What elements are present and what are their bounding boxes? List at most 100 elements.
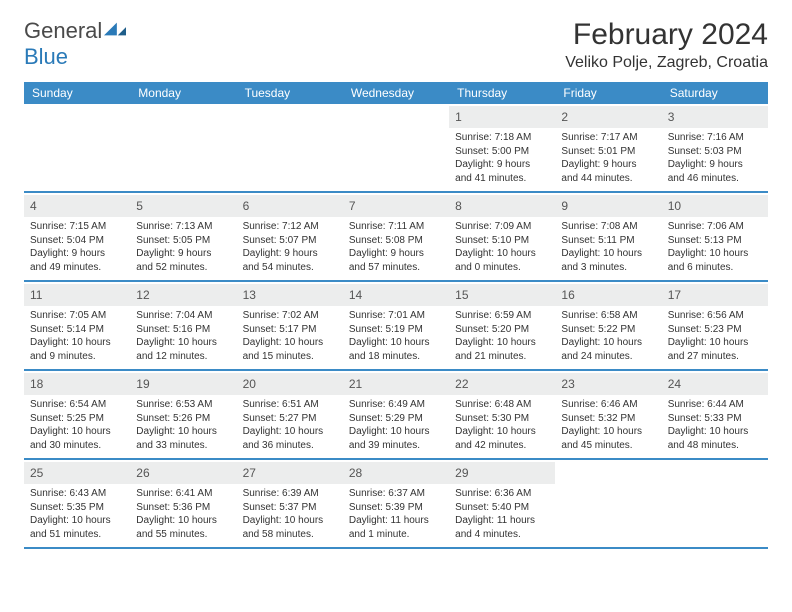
calendar-week: 4Sunrise: 7:15 AMSunset: 5:04 PMDaylight… <box>24 193 768 282</box>
day-number: 9 <box>561 199 568 213</box>
sunrise-line: Sunrise: 7:05 AM <box>30 309 124 323</box>
day-info: Sunrise: 6:41 AMSunset: 5:36 PMDaylight:… <box>136 487 230 541</box>
logo-word-b: Blue <box>24 44 68 69</box>
day-number-bar: 10 <box>662 195 768 217</box>
day-info: Sunrise: 6:37 AMSunset: 5:39 PMDaylight:… <box>349 487 443 541</box>
logo-word-a: General <box>24 18 102 43</box>
calendar-day: 16Sunrise: 6:58 AMSunset: 5:22 PMDayligh… <box>555 282 661 369</box>
sunset-line: Sunset: 5:19 PM <box>349 323 443 337</box>
sunset-line: Sunset: 5:33 PM <box>668 412 762 426</box>
sunrise-line: Sunrise: 6:37 AM <box>349 487 443 501</box>
sunset-line: Sunset: 5:32 PM <box>561 412 655 426</box>
day-info: Sunrise: 6:58 AMSunset: 5:22 PMDaylight:… <box>561 309 655 363</box>
day-info: Sunrise: 6:56 AMSunset: 5:23 PMDaylight:… <box>668 309 762 363</box>
sunrise-line: Sunrise: 6:44 AM <box>668 398 762 412</box>
calendar-empty <box>555 460 661 547</box>
day-number-bar: 29 <box>449 462 555 484</box>
day-number: 24 <box>668 377 681 391</box>
day-info: Sunrise: 7:13 AMSunset: 5:05 PMDaylight:… <box>136 220 230 274</box>
sunrise-line: Sunrise: 6:59 AM <box>455 309 549 323</box>
day-info: Sunrise: 7:05 AMSunset: 5:14 PMDaylight:… <box>30 309 124 363</box>
calendar-day: 27Sunrise: 6:39 AMSunset: 5:37 PMDayligh… <box>237 460 343 547</box>
daylight-line: Daylight: 10 hours and 42 minutes. <box>455 425 549 452</box>
day-info: Sunrise: 6:36 AMSunset: 5:40 PMDaylight:… <box>455 487 549 541</box>
calendar-day: 17Sunrise: 6:56 AMSunset: 5:23 PMDayligh… <box>662 282 768 369</box>
calendar-day: 19Sunrise: 6:53 AMSunset: 5:26 PMDayligh… <box>130 371 236 458</box>
sunset-line: Sunset: 5:05 PM <box>136 234 230 248</box>
sunset-line: Sunset: 5:01 PM <box>561 145 655 159</box>
calendar-empty <box>662 460 768 547</box>
day-info: Sunrise: 7:08 AMSunset: 5:11 PMDaylight:… <box>561 220 655 274</box>
day-number-bar: 7 <box>343 195 449 217</box>
day-info: Sunrise: 7:15 AMSunset: 5:04 PMDaylight:… <box>30 220 124 274</box>
daylight-line: Daylight: 9 hours and 57 minutes. <box>349 247 443 274</box>
day-header: Monday <box>130 82 236 104</box>
weeks-container: 1Sunrise: 7:18 AMSunset: 5:00 PMDaylight… <box>24 104 768 549</box>
day-number-bar: 6 <box>237 195 343 217</box>
day-number-bar: 27 <box>237 462 343 484</box>
location-text: Veliko Polje, Zagreb, Croatia <box>565 54 768 72</box>
sunrise-line: Sunrise: 6:53 AM <box>136 398 230 412</box>
day-number-bar: 20 <box>237 373 343 395</box>
calendar-day: 29 Sunrise: 6:36 AMSunset: 5:40 PMDayligh… <box>449 460 555 547</box>
day-header: Thursday <box>449 82 555 104</box>
day-header: Wednesday <box>343 82 449 104</box>
page-title: February 2024 <box>565 18 768 52</box>
daylight-line: Daylight: 9 hours and 41 minutes. <box>455 158 549 185</box>
sunrise-line: Sunrise: 7:15 AM <box>30 220 124 234</box>
logo-mark-icon <box>104 20 126 38</box>
daylight-line: Daylight: 9 hours and 52 minutes. <box>136 247 230 274</box>
daylight-line: Daylight: 10 hours and 51 minutes. <box>30 514 124 541</box>
daylight-line: Daylight: 10 hours and 33 minutes. <box>136 425 230 452</box>
day-header: Saturday <box>662 82 768 104</box>
calendar-day: 2 Sunrise: 7:17 AMSunset: 5:01 PMDaylight… <box>555 104 661 191</box>
day-number: 21 <box>349 377 362 391</box>
daylight-line: Daylight: 10 hours and 6 minutes. <box>668 247 762 274</box>
header: General Blue February 2024 Veliko Polje,… <box>24 18 768 72</box>
day-info: Sunrise: 6:51 AMSunset: 5:27 PMDaylight:… <box>243 398 337 452</box>
day-number: 22 <box>455 377 468 391</box>
day-number: 29 <box>455 466 468 480</box>
calendar-day: 7 Sunrise: 7:11 AMSunset: 5:08 PMDaylight… <box>343 193 449 280</box>
logo-text: General Blue <box>24 18 126 70</box>
calendar-day: 22Sunrise: 6:48 AMSunset: 5:30 PMDayligh… <box>449 371 555 458</box>
sunset-line: Sunset: 5:03 PM <box>668 145 762 159</box>
day-info: Sunrise: 7:17 AMSunset: 5:01 PMDaylight:… <box>561 131 655 185</box>
daylight-line: Daylight: 10 hours and 3 minutes. <box>561 247 655 274</box>
daylight-line: Daylight: 10 hours and 9 minutes. <box>30 336 124 363</box>
sunrise-line: Sunrise: 7:12 AM <box>243 220 337 234</box>
calendar-day: 10Sunrise: 7:06 AMSunset: 5:13 PMDayligh… <box>662 193 768 280</box>
day-info: Sunrise: 7:16 AMSunset: 5:03 PMDaylight:… <box>668 131 762 185</box>
sunset-line: Sunset: 5:08 PM <box>349 234 443 248</box>
sunset-line: Sunset: 5:35 PM <box>30 501 124 515</box>
day-number: 18 <box>30 377 43 391</box>
daylight-line: Daylight: 10 hours and 27 minutes. <box>668 336 762 363</box>
sunset-line: Sunset: 5:27 PM <box>243 412 337 426</box>
calendar-day: 15Sunrise: 6:59 AMSunset: 5:20 PMDayligh… <box>449 282 555 369</box>
sunset-line: Sunset: 5:00 PM <box>455 145 549 159</box>
day-number: 7 <box>349 199 356 213</box>
sunrise-line: Sunrise: 6:36 AM <box>455 487 549 501</box>
calendar-day: 28Sunrise: 6:37 AMSunset: 5:39 PMDayligh… <box>343 460 449 547</box>
calendar-day: 9 Sunrise: 7:08 AMSunset: 5:11 PMDaylight… <box>555 193 661 280</box>
day-info: Sunrise: 6:54 AMSunset: 5:25 PMDaylight:… <box>30 398 124 452</box>
day-number: 2 <box>561 110 568 124</box>
sunrise-line: Sunrise: 7:18 AM <box>455 131 549 145</box>
day-info: Sunrise: 6:59 AMSunset: 5:20 PMDaylight:… <box>455 309 549 363</box>
day-info: Sunrise: 7:09 AMSunset: 5:10 PMDaylight:… <box>455 220 549 274</box>
day-number-bar: 3 <box>662 106 768 128</box>
day-number: 3 <box>668 110 675 124</box>
daylight-line: Daylight: 10 hours and 48 minutes. <box>668 425 762 452</box>
sunrise-line: Sunrise: 7:17 AM <box>561 131 655 145</box>
calendar-day: 3 Sunrise: 7:16 AMSunset: 5:03 PMDaylight… <box>662 104 768 191</box>
day-number: 20 <box>243 377 256 391</box>
sunrise-line: Sunrise: 7:09 AM <box>455 220 549 234</box>
daylight-line: Daylight: 10 hours and 39 minutes. <box>349 425 443 452</box>
sunrise-line: Sunrise: 7:11 AM <box>349 220 443 234</box>
day-number: 11 <box>30 288 42 302</box>
sunrise-line: Sunrise: 7:08 AM <box>561 220 655 234</box>
sunrise-line: Sunrise: 7:16 AM <box>668 131 762 145</box>
daylight-line: Daylight: 10 hours and 15 minutes. <box>243 336 337 363</box>
day-number-bar: 14 <box>343 284 449 306</box>
daylight-line: Daylight: 10 hours and 21 minutes. <box>455 336 549 363</box>
